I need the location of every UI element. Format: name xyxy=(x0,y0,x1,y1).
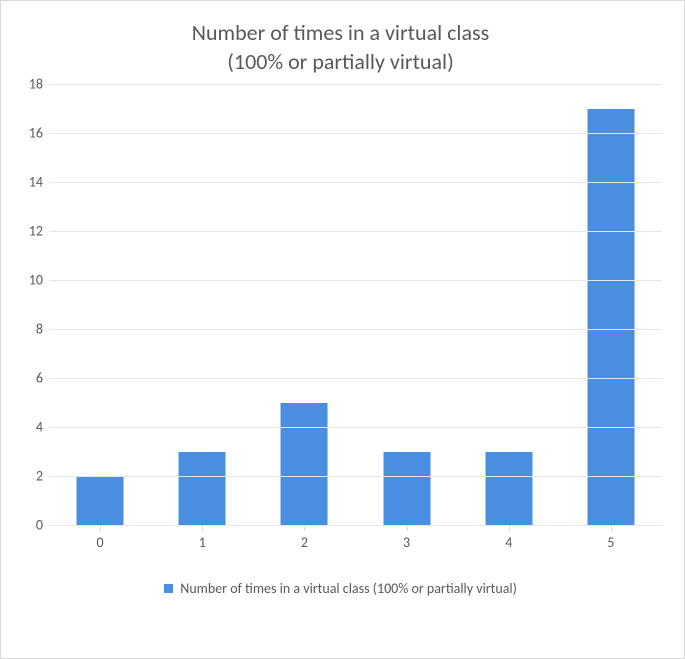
gridline xyxy=(49,280,662,281)
bars-group xyxy=(49,84,662,525)
x-tick-mark xyxy=(407,526,408,531)
bar xyxy=(179,452,226,525)
bar-slot xyxy=(356,84,458,525)
chart-title-line2: (100% or partially virtual) xyxy=(227,48,454,75)
bar-slot xyxy=(49,84,151,525)
x-tick-mark xyxy=(202,526,203,531)
y-axis-label: 8 xyxy=(15,321,49,338)
legend: Number of times in a virtual class (100%… xyxy=(11,580,670,597)
plot-wrapper: 024681012141618 012345 xyxy=(49,84,662,556)
x-tick: 5 xyxy=(560,526,662,556)
x-tick: 3 xyxy=(356,526,458,556)
bar xyxy=(485,452,532,525)
gridline xyxy=(49,84,662,85)
bar xyxy=(383,452,430,525)
x-tick-mark xyxy=(100,526,101,531)
legend-swatch xyxy=(164,584,173,593)
gridline xyxy=(49,329,662,330)
x-axis: 012345 xyxy=(49,526,662,556)
x-tick: 2 xyxy=(253,526,355,556)
x-tick: 1 xyxy=(151,526,253,556)
bar-slot xyxy=(560,84,662,525)
gridline xyxy=(49,182,662,183)
chart-title-line1: Number of times in a virtual class xyxy=(192,19,489,46)
gridline xyxy=(49,476,662,477)
bar xyxy=(587,109,634,526)
chart-container: Number of times in a virtual class (100%… xyxy=(0,0,685,659)
y-axis-label: 2 xyxy=(15,468,49,485)
gridline xyxy=(49,133,662,134)
x-tick: 4 xyxy=(458,526,560,556)
x-axis-label: 4 xyxy=(458,534,560,551)
x-tick-mark xyxy=(304,526,305,531)
x-tick: 0 xyxy=(49,526,151,556)
x-axis-label: 0 xyxy=(49,534,151,551)
x-tick-mark xyxy=(509,526,510,531)
y-axis-label: 16 xyxy=(15,125,49,142)
x-axis-label: 1 xyxy=(151,534,253,551)
y-axis-label: 4 xyxy=(15,419,49,436)
bar-slot xyxy=(253,84,355,525)
x-axis-label: 3 xyxy=(356,534,458,551)
y-axis-label: 12 xyxy=(15,223,49,240)
y-axis-label: 0 xyxy=(15,517,49,534)
bar xyxy=(77,476,124,525)
y-axis-label: 14 xyxy=(15,174,49,191)
bar-slot xyxy=(151,84,253,525)
x-tick-mark xyxy=(611,526,612,531)
x-axis-label: 2 xyxy=(253,534,355,551)
y-axis-label: 6 xyxy=(15,370,49,387)
gridline xyxy=(49,378,662,379)
y-axis-label: 18 xyxy=(15,76,49,93)
gridline xyxy=(49,231,662,232)
gridline xyxy=(49,427,662,428)
plot-area: 024681012141618 xyxy=(49,84,662,526)
x-axis-label: 5 xyxy=(560,534,662,551)
bar-slot xyxy=(458,84,560,525)
y-axis-label: 10 xyxy=(15,272,49,289)
chart-title: Number of times in a virtual class (100%… xyxy=(11,19,670,76)
legend-label: Number of times in a virtual class (100%… xyxy=(180,580,517,597)
bar xyxy=(281,403,328,526)
